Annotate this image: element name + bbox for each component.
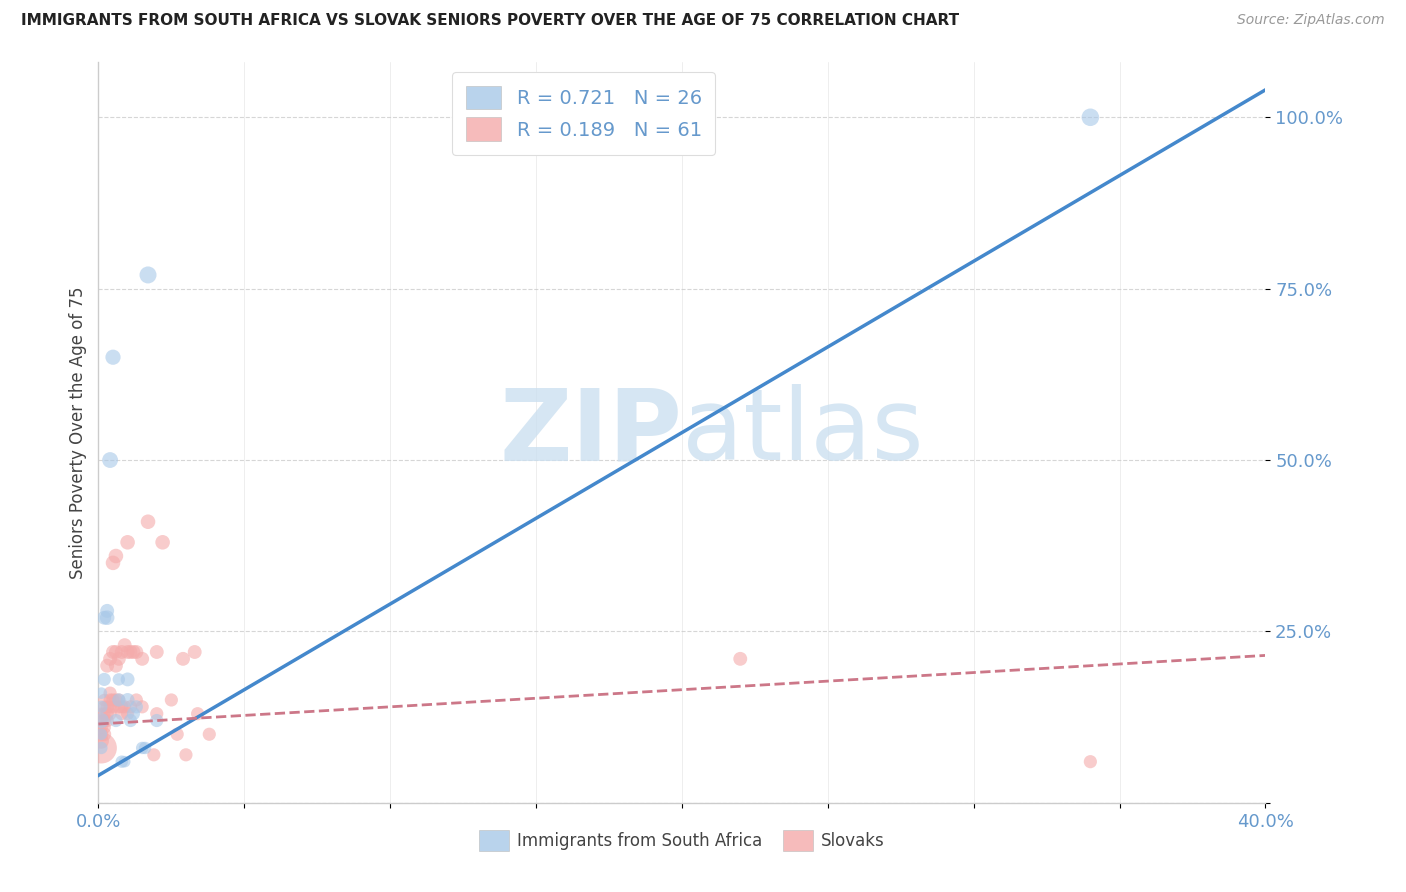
Point	[174, 747, 197, 762]
Point	[96, 604, 118, 618]
Text: ZIP: ZIP	[499, 384, 682, 481]
Point	[120, 645, 142, 659]
Point	[117, 673, 139, 687]
Point	[93, 720, 115, 734]
Point	[104, 714, 127, 728]
Point	[136, 268, 159, 282]
Point	[108, 673, 131, 687]
Point	[96, 658, 118, 673]
Point	[114, 699, 136, 714]
Point	[117, 693, 139, 707]
Point	[198, 727, 221, 741]
Point	[90, 714, 112, 728]
Point	[101, 350, 124, 364]
Point	[90, 720, 112, 734]
Point	[117, 535, 139, 549]
Point	[90, 727, 112, 741]
Point	[90, 686, 112, 700]
Point	[93, 714, 115, 728]
Point	[187, 706, 209, 721]
Point	[142, 747, 165, 762]
Point	[104, 693, 127, 707]
Point	[108, 693, 131, 707]
Point	[98, 686, 121, 700]
Point	[90, 699, 112, 714]
Point	[96, 699, 118, 714]
Point	[122, 706, 145, 721]
Point	[93, 699, 115, 714]
Point	[101, 645, 124, 659]
Point	[152, 535, 174, 549]
Text: Source: ZipAtlas.com: Source: ZipAtlas.com	[1237, 13, 1385, 28]
Point	[93, 727, 115, 741]
Point	[90, 741, 112, 756]
Point	[98, 453, 121, 467]
Point	[136, 515, 159, 529]
Point	[111, 755, 134, 769]
Text: atlas: atlas	[682, 384, 924, 481]
Point	[166, 727, 188, 741]
Point	[172, 652, 194, 666]
Point	[90, 734, 112, 748]
Point	[93, 693, 115, 707]
Point	[111, 645, 134, 659]
Point	[93, 706, 115, 721]
Point	[125, 693, 148, 707]
Point	[90, 706, 112, 721]
Point	[730, 652, 752, 666]
Point	[96, 610, 118, 624]
Point	[160, 693, 183, 707]
Point	[114, 638, 136, 652]
Point	[101, 699, 124, 714]
Point	[131, 652, 153, 666]
Point	[90, 714, 112, 728]
Point	[96, 714, 118, 728]
Point	[125, 699, 148, 714]
Legend: Immigrants from South Africa, Slovaks: Immigrants from South Africa, Slovaks	[472, 823, 891, 857]
Point	[93, 610, 115, 624]
Point	[104, 658, 127, 673]
Point	[90, 741, 112, 756]
Point	[125, 645, 148, 659]
Point	[146, 706, 169, 721]
Point	[183, 645, 205, 659]
Point	[111, 699, 134, 714]
Point	[131, 741, 153, 756]
Point	[108, 693, 131, 707]
Point	[108, 652, 131, 666]
Point	[101, 556, 124, 570]
Point	[131, 699, 153, 714]
Point	[101, 693, 124, 707]
Point	[104, 645, 127, 659]
Point	[120, 699, 142, 714]
Point	[98, 652, 121, 666]
Point	[93, 673, 115, 687]
Point	[98, 699, 121, 714]
Point	[122, 645, 145, 659]
Text: IMMIGRANTS FROM SOUTH AFRICA VS SLOVAK SENIORS POVERTY OVER THE AGE OF 75 CORREL: IMMIGRANTS FROM SOUTH AFRICA VS SLOVAK S…	[21, 13, 959, 29]
Point	[98, 706, 121, 721]
Point	[90, 727, 112, 741]
Point	[96, 706, 118, 721]
Point	[120, 714, 142, 728]
Point	[146, 645, 169, 659]
Y-axis label: Seniors Poverty Over the Age of 75: Seniors Poverty Over the Age of 75	[69, 286, 87, 579]
Point	[98, 693, 121, 707]
Point	[117, 645, 139, 659]
Point	[108, 699, 131, 714]
Point	[104, 549, 127, 563]
Point	[146, 714, 169, 728]
Point	[1080, 755, 1102, 769]
Point	[117, 706, 139, 721]
Point	[134, 741, 156, 756]
Point	[111, 706, 134, 721]
Point	[1080, 110, 1102, 124]
Point	[114, 755, 136, 769]
